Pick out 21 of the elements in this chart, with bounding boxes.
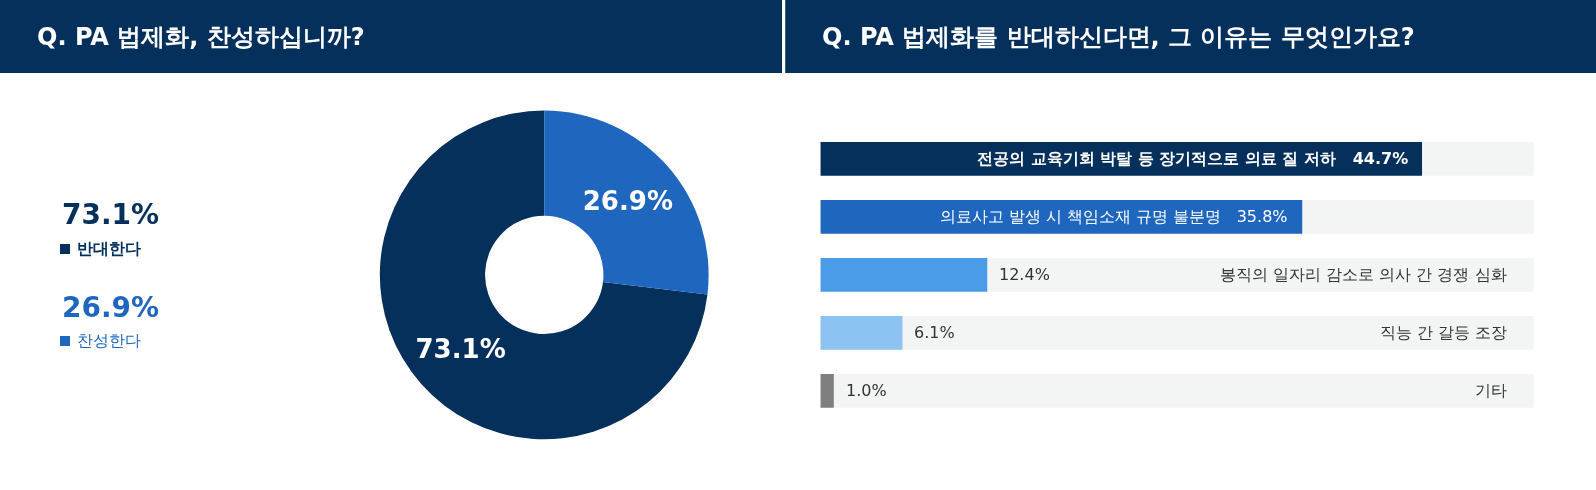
category-label: 봉직의 일자리 감소로 의사 간 경쟁 심화: [1220, 265, 1507, 284]
text: 73.1%: [62, 198, 160, 231]
data-label: 26.9%: [582, 185, 673, 216]
data-label: 6.1%: [914, 323, 955, 342]
bar: [820, 258, 988, 292]
legend-label: 찬성한다: [77, 331, 141, 350]
data-label: 1.0%: [846, 381, 887, 400]
data-label: 12.4%: [999, 265, 1050, 284]
chart-title: Q. PA 법제화를 반대하신다면, 그 이유는 무엇인가요?: [822, 23, 1415, 51]
category-label: 기타: [1475, 381, 1507, 400]
legend-label: 반대한다: [77, 239, 141, 258]
category-label: 직능 간 갈등 조장: [1380, 323, 1508, 342]
data-label: 73.1%: [415, 334, 506, 365]
text: 26.9%: [62, 291, 160, 324]
category-label: 전공의 교육기회 박탈 등 장기적으로 의료 질 저하 44.7%: [977, 149, 1409, 168]
bar: [820, 374, 834, 408]
bar: [820, 316, 903, 350]
chart-title: Q. PA 법제화, 찬성하십니까?: [37, 23, 365, 51]
donut-slice: [544, 110, 709, 295]
category-label: 의료사고 발생 시 책임소재 규명 불분명 35.8%: [940, 207, 1288, 226]
donut-slice: [379, 110, 708, 440]
